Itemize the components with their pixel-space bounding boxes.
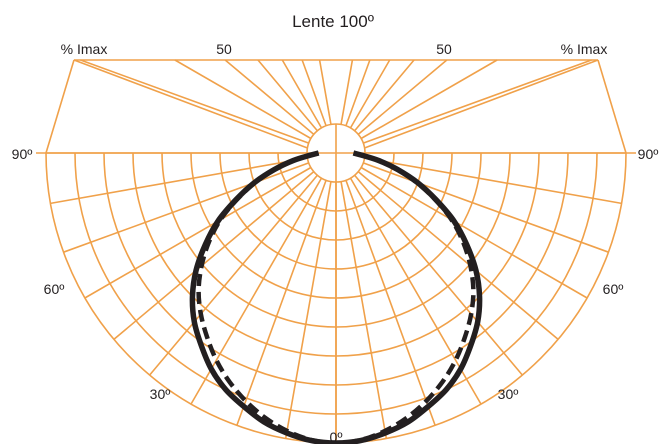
grid-spoke-top xyxy=(354,59,415,132)
grid-spoke xyxy=(236,179,327,426)
grid-spoke xyxy=(354,174,524,376)
grid-spoke-top xyxy=(257,59,318,132)
grid-spoke-top xyxy=(349,59,391,129)
grid-spoke-top xyxy=(318,59,332,125)
grid-spoke-top xyxy=(281,59,323,129)
grid-spoke xyxy=(113,171,315,341)
grid-spoke-top xyxy=(364,59,599,149)
grid-edge-left xyxy=(45,59,75,154)
grid-spoke-top xyxy=(360,59,498,140)
angle-label-left-30: 30º xyxy=(150,386,171,402)
angle-label-right-30: 30º xyxy=(498,386,519,402)
grid-spoke-top xyxy=(357,59,448,135)
intensity-curves xyxy=(189,150,483,444)
grid-spoke xyxy=(284,181,332,439)
grid-edge-right xyxy=(597,59,627,154)
intensity-curve-dashed xyxy=(196,150,476,444)
grid-spoke-top xyxy=(224,59,315,135)
grid-spoke xyxy=(340,181,388,439)
grid-spoke xyxy=(63,162,310,253)
grid-spoke xyxy=(364,157,622,205)
grid-spoke xyxy=(84,166,312,299)
angle-label-right-60: 60º xyxy=(603,281,624,297)
grid-spoke-top xyxy=(340,59,354,125)
grid-spoke-top xyxy=(301,59,327,127)
chart-title: Lente 100º xyxy=(292,12,374,31)
angle-label-right-90: 90º xyxy=(638,146,659,162)
grid-spoke-top xyxy=(362,59,592,144)
grid-spoke xyxy=(50,157,308,205)
angle-label-left-90: 90º xyxy=(12,146,33,162)
polar-grid xyxy=(36,59,636,444)
grid-spoke xyxy=(345,179,436,426)
top-label-left-unit: % Imax xyxy=(61,41,108,57)
angle-label-0: 0º xyxy=(330,429,343,444)
grid-spoke xyxy=(362,162,609,253)
grid-spoke xyxy=(360,166,588,299)
top-label-right-mid: 50 xyxy=(436,41,452,57)
top-label-left-mid: 50 xyxy=(216,41,232,57)
grid-spoke-top xyxy=(80,59,310,144)
grid-spoke-top xyxy=(73,59,308,149)
angle-label-left-60: 60º xyxy=(44,281,65,297)
grid-spoke xyxy=(357,171,559,341)
top-label-right-unit: % Imax xyxy=(561,41,608,57)
grid-spoke-top xyxy=(345,59,371,127)
grid-spoke-top xyxy=(174,59,312,140)
grid-spoke xyxy=(148,174,318,376)
